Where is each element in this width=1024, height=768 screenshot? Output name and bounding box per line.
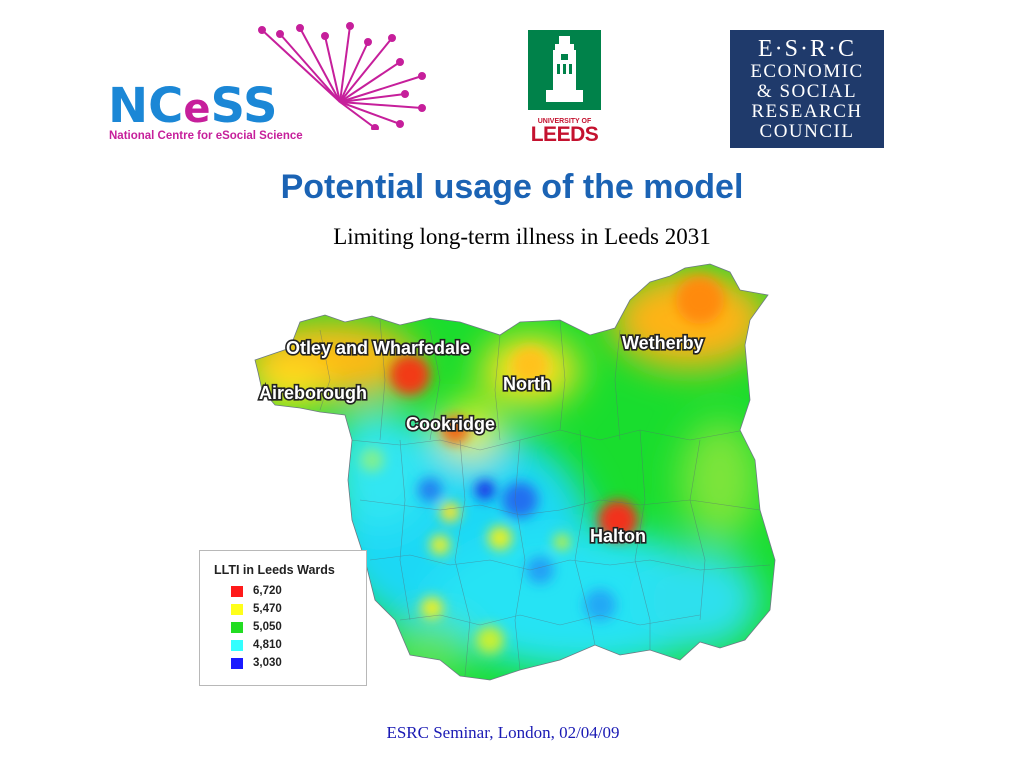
- esrc-logo-line2: ECONOMIC: [750, 61, 864, 82]
- map-legend: LLTI in Leeds Wards 6,720 5,470 5,050 4,…: [199, 550, 367, 686]
- esrc-logo-line4: RESEARCH: [751, 101, 863, 122]
- legend-item: 4,810: [231, 639, 282, 653]
- ncess-rays-graphic: [258, 22, 426, 130]
- legend-swatch: [231, 604, 243, 615]
- ncess-word-e: e: [183, 86, 211, 132]
- leeds-logo-band: [528, 110, 601, 150]
- legend-item: 5,470: [231, 603, 282, 617]
- legend-title: LLTI in Leeds Wards: [214, 563, 335, 577]
- legend-item: 5,050: [231, 621, 282, 635]
- map-label-otley-and-wharfedale: Otley and Wharfedale: [286, 338, 470, 358]
- esrc-logo-line3: & SOCIAL: [756, 81, 858, 102]
- ncess-logo-word: NCeSS: [108, 82, 278, 130]
- ncess-logo: NCeSS National Centre for eSocial Scienc…: [100, 20, 430, 150]
- ncess-word-ss: SS: [210, 78, 278, 134]
- legend-item: 3,030: [231, 657, 282, 671]
- leeds-logo-line1: UNIVERSITY OF: [537, 118, 592, 125]
- ncess-word-nc: NC: [108, 78, 184, 134]
- map-label-cookridge: Cookridge: [406, 414, 495, 434]
- leeds-logo-line2: LEEDS: [530, 123, 599, 146]
- map-label-wetherby: Wetherby: [622, 333, 704, 353]
- map-label-aireborough: Aireborough: [259, 383, 367, 403]
- university-of-leeds-logo: UNIVERSITY OF LEEDS: [528, 30, 601, 150]
- map-label-north: North: [503, 374, 551, 394]
- esrc-logo-line1: E·S·R·C: [758, 36, 856, 62]
- legend-value: 5,050: [253, 621, 282, 633]
- slide-footer: ESRC Seminar, London, 02/04/09: [386, 723, 620, 742]
- leeds-boundary: [254, 263, 776, 681]
- ncess-tagline: National Centre for eSocial Science: [109, 130, 303, 142]
- legend-swatch: [231, 622, 243, 633]
- esrc-logo: E·S·R·C ECONOMIC & SOCIAL RESEARCH COUNC…: [730, 30, 884, 148]
- legend-value: 4,810: [253, 639, 282, 651]
- legend-item: 6,720: [231, 585, 282, 599]
- map-label-halton: Halton: [590, 526, 646, 546]
- esrc-logo-line5: COUNCIL: [759, 121, 855, 142]
- legend-value: 6,720: [253, 585, 282, 597]
- legend-swatch: [231, 640, 243, 651]
- slide-subtitle: Limiting long-term illness in Leeds 2031: [333, 224, 711, 249]
- legend-swatch: [231, 658, 243, 669]
- legend-value: 5,470: [253, 603, 282, 615]
- slide-title: Potential usage of the model: [280, 168, 744, 206]
- legend-value: 3,030: [253, 657, 282, 669]
- parkinson-tower-icon: [546, 36, 583, 102]
- legend-swatch: [231, 586, 243, 597]
